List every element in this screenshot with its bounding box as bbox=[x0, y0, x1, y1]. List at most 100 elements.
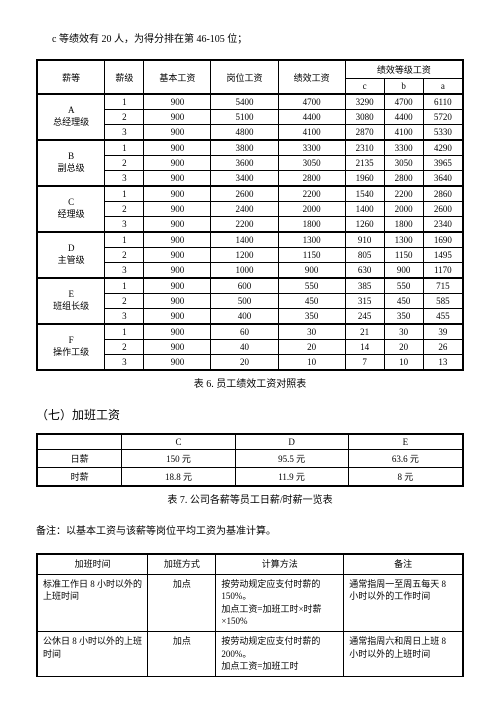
data-cell: 900 bbox=[384, 263, 423, 279]
data-cell: 10 bbox=[384, 355, 423, 371]
data-cell: 2000 bbox=[278, 202, 345, 217]
group-label: D 主管级 bbox=[37, 232, 105, 278]
data-cell: 30 bbox=[278, 324, 345, 340]
wage-table: CDE 日薪150 元95.5 元63.6 元时薪18.8 元11.9 元8 元 bbox=[36, 433, 464, 487]
data-cell: 3 bbox=[105, 309, 144, 325]
data-cell: 4100 bbox=[278, 125, 345, 141]
data-cell: 2 bbox=[105, 202, 144, 217]
salary-table: 薪等 薪级 基本工资 岗位工资 绩效工资 绩效等级工资 c b a A 总经理级… bbox=[36, 59, 464, 371]
data-cell: 3 bbox=[105, 125, 144, 141]
data-cell: 900 bbox=[144, 340, 211, 355]
data-cell: 550 bbox=[384, 278, 423, 294]
data-cell: 2 bbox=[105, 110, 144, 125]
table2-cell: 150 元 bbox=[122, 450, 235, 468]
table3-cell: 加点 bbox=[148, 631, 216, 676]
data-cell: 20 bbox=[278, 340, 345, 355]
group-label: F 操作工级 bbox=[37, 324, 105, 370]
data-cell: 900 bbox=[144, 186, 211, 202]
data-cell: 805 bbox=[345, 248, 384, 263]
data-cell: 2600 bbox=[423, 202, 463, 217]
header-col2: 薪级 bbox=[105, 60, 144, 94]
table2-cell: 18.8 元 bbox=[122, 468, 235, 487]
table2-header-cell: E bbox=[348, 434, 463, 450]
data-cell: 2860 bbox=[423, 186, 463, 202]
table2-cell: 8 元 bbox=[348, 468, 463, 487]
data-cell: 2800 bbox=[278, 171, 345, 187]
table2-cell: 11.9 元 bbox=[235, 468, 348, 487]
data-cell: 3965 bbox=[423, 156, 463, 171]
data-cell: 3050 bbox=[384, 156, 423, 171]
table3-header-cell: 计算方法 bbox=[216, 554, 344, 574]
overtime-table: 加班时间加班方式计算方法备注 标准工作日 8 小时以外的上班时间加点按劳动规定应… bbox=[36, 553, 464, 677]
data-cell: 1300 bbox=[278, 232, 345, 248]
table3-cell: 通常指周一至周五每天 8 小时以外的工作时间 bbox=[344, 574, 463, 631]
data-cell: 900 bbox=[144, 355, 211, 371]
data-cell: 2600 bbox=[211, 186, 278, 202]
data-cell: 600 bbox=[211, 278, 278, 294]
data-cell: 1 bbox=[105, 278, 144, 294]
data-cell: 585 bbox=[423, 294, 463, 309]
data-cell: 3300 bbox=[278, 140, 345, 156]
data-cell: 715 bbox=[423, 278, 463, 294]
data-cell: 4290 bbox=[423, 140, 463, 156]
data-cell: 1150 bbox=[278, 248, 345, 263]
data-cell: 900 bbox=[144, 171, 211, 187]
data-cell: 30 bbox=[384, 324, 423, 340]
data-cell: 4700 bbox=[384, 94, 423, 110]
data-cell: 7 bbox=[345, 355, 384, 371]
data-cell: 2400 bbox=[211, 202, 278, 217]
data-cell: 900 bbox=[144, 94, 211, 110]
data-cell: 20 bbox=[384, 340, 423, 355]
data-cell: 900 bbox=[144, 202, 211, 217]
header-col5: 绩效工资 bbox=[278, 60, 345, 94]
table3-cell: 按劳动规定应支付时薪的 200%。 加点工资=加班工时 bbox=[216, 631, 344, 676]
data-cell: 900 bbox=[144, 125, 211, 141]
data-cell: 2 bbox=[105, 156, 144, 171]
data-cell: 900 bbox=[144, 110, 211, 125]
data-cell: 39 bbox=[423, 324, 463, 340]
data-cell: 455 bbox=[423, 309, 463, 325]
data-cell: 1800 bbox=[278, 217, 345, 233]
data-cell: 350 bbox=[278, 309, 345, 325]
data-cell: 2200 bbox=[384, 186, 423, 202]
data-cell: 4400 bbox=[278, 110, 345, 125]
data-cell: 3 bbox=[105, 263, 144, 279]
data-cell: 450 bbox=[384, 294, 423, 309]
table3-header-cell: 备注 bbox=[344, 554, 463, 574]
data-cell: 900 bbox=[144, 140, 211, 156]
data-cell: 900 bbox=[144, 309, 211, 325]
header-col1: 薪等 bbox=[37, 60, 105, 94]
data-cell: 4100 bbox=[384, 125, 423, 141]
data-cell: 385 bbox=[345, 278, 384, 294]
table1-caption: 表 6. 员工绩效工资对照表 bbox=[36, 375, 464, 390]
section7-title: （七）加班工资 bbox=[36, 406, 464, 423]
data-cell: 1400 bbox=[211, 232, 278, 248]
table2-cell: 时薪 bbox=[37, 468, 122, 487]
header-col3: 基本工资 bbox=[144, 60, 211, 94]
data-cell: 2800 bbox=[384, 171, 423, 187]
data-cell: 900 bbox=[144, 294, 211, 309]
data-cell: 500 bbox=[211, 294, 278, 309]
data-cell: 1300 bbox=[384, 232, 423, 248]
data-cell: 10 bbox=[278, 355, 345, 371]
data-cell: 1960 bbox=[345, 171, 384, 187]
table3-cell: 通常指周六和周日上班 8 小时以外的上班时间 bbox=[344, 631, 463, 676]
data-cell: 3290 bbox=[345, 94, 384, 110]
data-cell: 550 bbox=[278, 278, 345, 294]
data-cell: 5100 bbox=[211, 110, 278, 125]
data-cell: 3400 bbox=[211, 171, 278, 187]
data-cell: 245 bbox=[345, 309, 384, 325]
data-cell: 315 bbox=[345, 294, 384, 309]
data-cell: 5400 bbox=[211, 94, 278, 110]
data-cell: 400 bbox=[211, 309, 278, 325]
data-cell: 2 bbox=[105, 294, 144, 309]
data-cell: 14 bbox=[345, 340, 384, 355]
data-cell: 3800 bbox=[211, 140, 278, 156]
data-cell: 1540 bbox=[345, 186, 384, 202]
data-cell: 2000 bbox=[384, 202, 423, 217]
header-c: c bbox=[345, 79, 384, 95]
data-cell: 20 bbox=[211, 355, 278, 371]
header-b: b bbox=[384, 79, 423, 95]
data-cell: 3640 bbox=[423, 171, 463, 187]
table2-header-cell: C bbox=[122, 434, 235, 450]
